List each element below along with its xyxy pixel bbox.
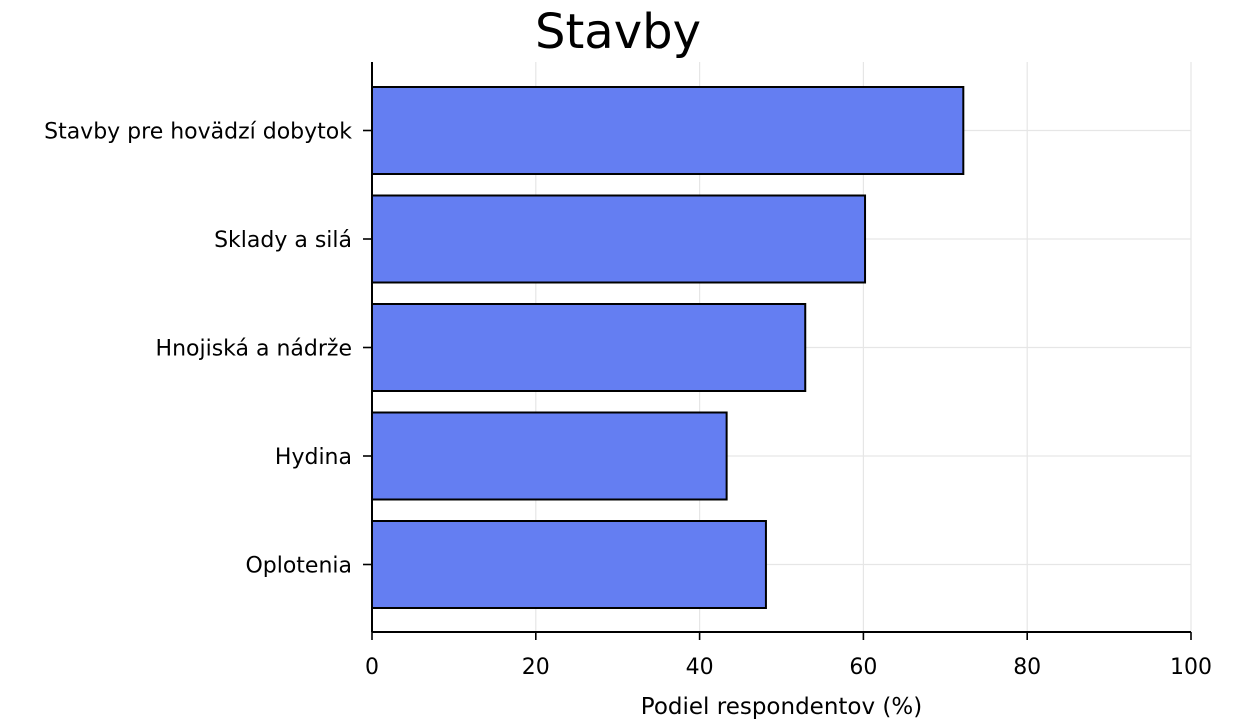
bar — [371, 411, 728, 501]
bar — [371, 86, 965, 175]
x-axis-label: Podiel respondentov (%) — [641, 694, 922, 719]
x-tick-label: 0 — [365, 655, 379, 680]
bar — [371, 303, 807, 392]
x-tick-label: 60 — [849, 655, 877, 680]
category-label: Hnojiská a nádrže — [156, 337, 352, 362]
x-tick-label: 80 — [1013, 655, 1041, 680]
bar — [371, 520, 767, 609]
bars — [371, 86, 965, 609]
x-axis-ticks: 0 20 40 60 80 100 — [365, 632, 1212, 680]
y-axis-ticks: Stavby pre hovädzí dobytok Sklady a silá H… — [44, 120, 372, 579]
bar — [371, 194, 867, 284]
category-label: Stavby pre hovädzí dobytok — [44, 120, 352, 145]
x-tick-label: 100 — [1170, 655, 1212, 680]
x-tick-label: 20 — [522, 655, 550, 680]
chart-title: Stavby — [535, 4, 701, 60]
category-label: Hydina — [275, 445, 352, 470]
category-label: Sklady a silá — [214, 228, 352, 253]
category-label: Oplotenia — [245, 554, 352, 579]
x-tick-label: 40 — [686, 655, 714, 680]
